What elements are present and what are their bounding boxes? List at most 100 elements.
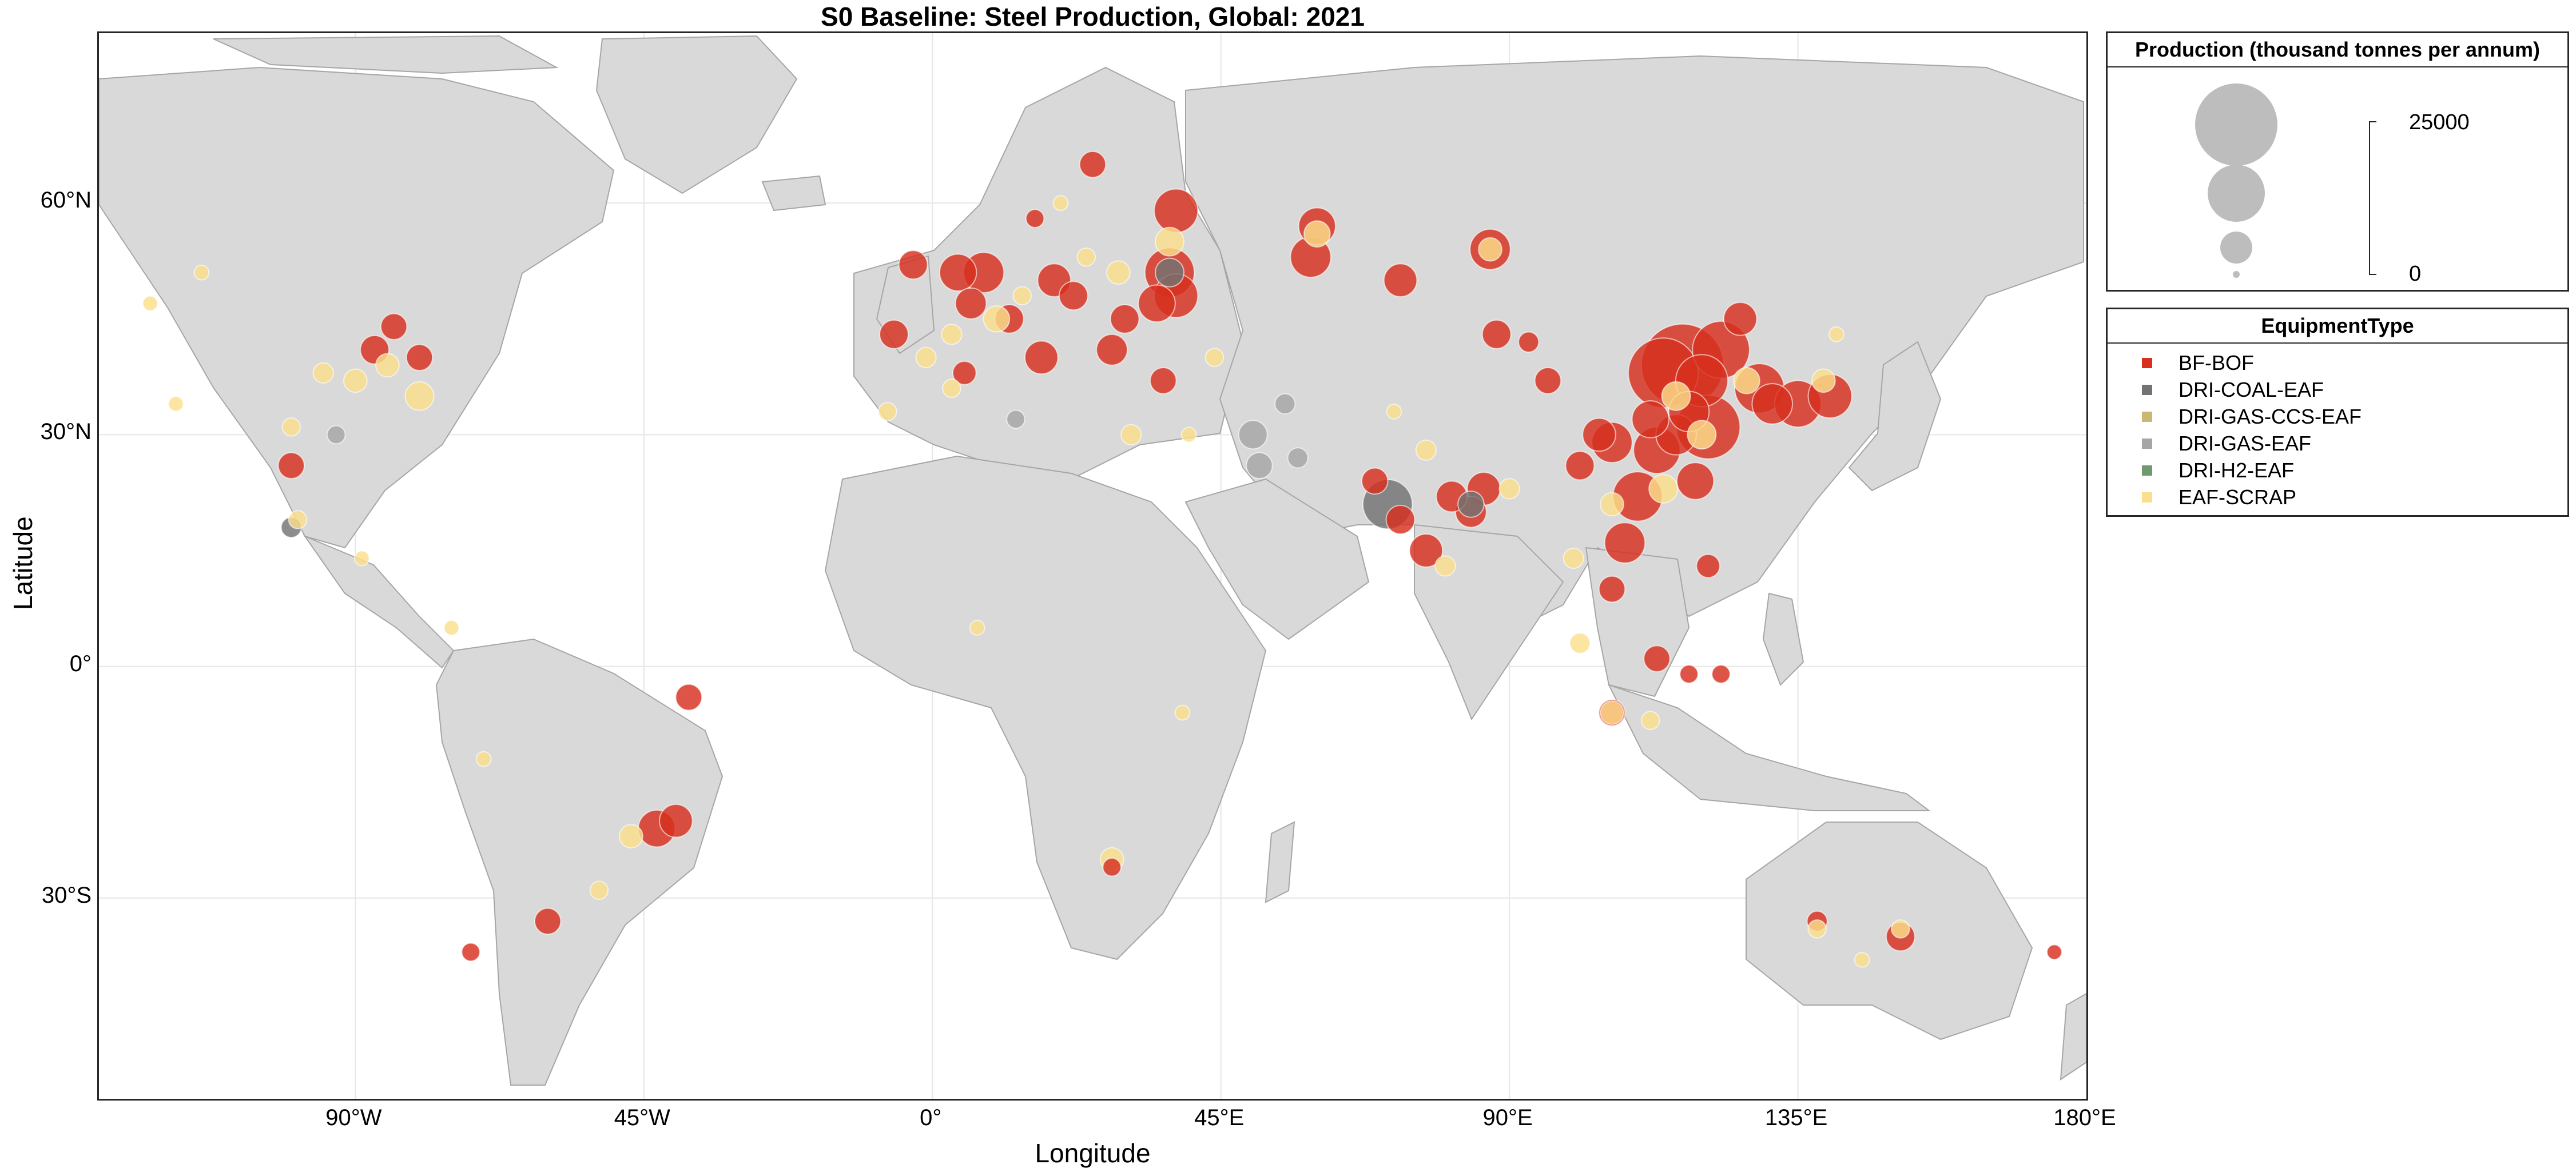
plant-bubble-bf-bof[interactable] bbox=[1025, 209, 1045, 228]
plant-bubble-dri-gas-eaf[interactable] bbox=[1238, 420, 1268, 450]
plant-bubble-bf-bof[interactable] bbox=[277, 452, 305, 480]
plant-bubble-bf-bof[interactable] bbox=[1150, 367, 1177, 394]
plant-bubble-bf-bof[interactable] bbox=[1598, 575, 1626, 603]
plant-bubble-eaf-scrap[interactable] bbox=[1180, 426, 1197, 443]
plant-bubble-bf-bof[interactable] bbox=[1643, 645, 1671, 672]
plant-bubble-eaf-scrap[interactable] bbox=[1569, 632, 1591, 654]
world-map[interactable] bbox=[99, 33, 2086, 1099]
plant-bubble-eaf-scrap[interactable] bbox=[1434, 555, 1456, 577]
plant-bubble-eaf-scrap[interactable] bbox=[1687, 420, 1717, 450]
plant-bubble-dri-gas-eaf[interactable] bbox=[1287, 447, 1309, 469]
plant-bubble-bf-bof[interactable] bbox=[955, 287, 987, 320]
plant-bubble-bf-bof[interactable] bbox=[1518, 331, 1540, 353]
plant-bubble-bf-bof[interactable] bbox=[1565, 451, 1595, 481]
plant-bubble-eaf-scrap[interactable] bbox=[878, 402, 897, 421]
legend-item-bf-bof[interactable]: BF-BOF bbox=[2108, 349, 2567, 376]
legend-item-dri-gas-eaf[interactable]: DRI-GAS-EAF bbox=[2108, 430, 2567, 457]
plant-bubble-bf-bof[interactable] bbox=[879, 319, 909, 349]
plant-bubble-dri-coal-eaf[interactable] bbox=[1457, 491, 1485, 518]
plant-bubble-eaf-scrap[interactable] bbox=[1498, 478, 1520, 500]
plant-bubble-bf-bof[interactable] bbox=[1361, 467, 1389, 495]
plant-bubble-bf-bof[interactable] bbox=[406, 344, 434, 372]
plant-bubble-eaf-scrap[interactable] bbox=[1640, 711, 1660, 730]
plant-bubble-eaf-scrap[interactable] bbox=[312, 362, 334, 384]
plant-bubble-bf-bof[interactable] bbox=[1383, 263, 1418, 298]
plant-bubble-eaf-scrap[interactable] bbox=[1303, 220, 1331, 248]
plant-bubble-bf-bof[interactable] bbox=[659, 803, 693, 838]
legend-item-eaf-scrap[interactable]: EAF-SCRAP bbox=[2108, 484, 2567, 511]
plant-bubble-bf-bof[interactable] bbox=[1481, 319, 1512, 349]
plant-bubble-bf-bof[interactable] bbox=[1024, 340, 1059, 375]
plant-bubble-dri-gas-eaf[interactable] bbox=[326, 425, 346, 445]
plant-bubble-bf-bof[interactable] bbox=[1711, 664, 1731, 684]
plant-bubble-eaf-scrap[interactable] bbox=[168, 396, 184, 412]
plant-bubble-bf-bof[interactable] bbox=[1154, 188, 1199, 233]
plant-bubble-eaf-scrap[interactable] bbox=[1563, 547, 1584, 569]
plant-bubble-eaf-scrap[interactable] bbox=[1648, 473, 1679, 504]
plant-bubble-eaf-scrap[interactable] bbox=[1155, 226, 1184, 257]
map-plot-area[interactable] bbox=[97, 31, 2088, 1101]
plant-bubble-dri-coal-eaf[interactable] bbox=[1155, 257, 1184, 288]
plant-bubble-eaf-scrap[interactable] bbox=[1076, 247, 1096, 267]
plant-bubble-eaf-scrap[interactable] bbox=[475, 751, 492, 767]
plant-bubble-eaf-scrap[interactable] bbox=[1012, 286, 1032, 306]
plant-bubble-eaf-scrap[interactable] bbox=[589, 880, 609, 900]
plant-bubble-dri-gas-eaf[interactable] bbox=[1274, 393, 1296, 414]
plant-bubble-eaf-scrap[interactable] bbox=[375, 353, 400, 378]
plant-bubble-eaf-scrap[interactable] bbox=[983, 305, 1011, 333]
plant-bubble-bf-bof[interactable] bbox=[1696, 553, 1720, 579]
plant-bubble-eaf-scrap[interactable] bbox=[1386, 403, 1402, 420]
plant-bubble-eaf-scrap[interactable] bbox=[1661, 381, 1691, 411]
plant-bubble-bf-bof[interactable] bbox=[1582, 417, 1616, 452]
plant-bubble-eaf-scrap[interactable] bbox=[443, 620, 460, 636]
plant-bubble-eaf-scrap[interactable] bbox=[1415, 439, 1437, 461]
plant-bubble-eaf-scrap[interactable] bbox=[1174, 704, 1191, 721]
plant-bubble-eaf-scrap[interactable] bbox=[1478, 237, 1502, 262]
plant-bubble-bf-bof[interactable] bbox=[1604, 522, 1646, 564]
plant-bubble-eaf-scrap[interactable] bbox=[1052, 195, 1069, 212]
plant-bubble-dri-gas-eaf[interactable] bbox=[1246, 452, 1273, 480]
plant-bubble-bf-bof[interactable] bbox=[952, 360, 977, 385]
plant-bubble-bf-bof[interactable] bbox=[1751, 383, 1793, 425]
plant-bubble-bf-bof[interactable] bbox=[1079, 150, 1107, 178]
plant-bubble-eaf-scrap[interactable] bbox=[969, 620, 985, 636]
plant-bubble-eaf-scrap[interactable] bbox=[1106, 260, 1131, 285]
plant-bubble-eaf-scrap[interactable] bbox=[1854, 951, 1870, 968]
plant-bubble-eaf-scrap[interactable] bbox=[281, 417, 301, 437]
plant-bubble-bf-bof[interactable] bbox=[675, 683, 703, 711]
plant-bubble-bf-bof[interactable] bbox=[1409, 533, 1444, 568]
plant-bubble-eaf-scrap[interactable] bbox=[941, 324, 963, 345]
plant-bubble-bf-bof[interactable] bbox=[1679, 664, 1699, 684]
plant-bubble-bf-bof[interactable] bbox=[1385, 505, 1416, 535]
plant-bubble-bf-bof[interactable] bbox=[380, 313, 408, 341]
legend-item-dri-coal-eaf[interactable]: DRI-COAL-EAF bbox=[2108, 376, 2567, 403]
plant-bubble-bf-bof[interactable] bbox=[1534, 367, 1562, 394]
plant-bubble-eaf-scrap[interactable] bbox=[343, 368, 368, 393]
plant-bubble-bf-bof[interactable] bbox=[1723, 301, 1758, 336]
plant-bubble-eaf-scrap[interactable] bbox=[1204, 348, 1225, 368]
plant-bubble-eaf-scrap[interactable] bbox=[404, 381, 435, 411]
legend-item-dri-gas-ccs-eaf[interactable]: DRI-GAS-CCS-EAF bbox=[2108, 403, 2567, 430]
plant-bubble-dri-gas-eaf[interactable] bbox=[1006, 409, 1025, 429]
plant-bubble-eaf-scrap[interactable] bbox=[1811, 368, 1836, 393]
plant-bubble-bf-bof[interactable] bbox=[1058, 281, 1088, 311]
plant-bubble-eaf-scrap[interactable] bbox=[193, 264, 210, 281]
plant-bubble-eaf-scrap[interactable] bbox=[1828, 326, 1844, 342]
plant-bubble-bf-bof[interactable] bbox=[1110, 304, 1140, 334]
plant-bubble-bf-bof[interactable] bbox=[939, 253, 977, 292]
plant-bubble-bf-bof[interactable] bbox=[1138, 284, 1176, 322]
plant-bubble-eaf-scrap[interactable] bbox=[915, 346, 937, 368]
plant-bubble-eaf-scrap[interactable] bbox=[1807, 919, 1827, 939]
plant-bubble-eaf-scrap[interactable] bbox=[288, 510, 308, 529]
plant-bubble-eaf-scrap[interactable] bbox=[942, 378, 961, 398]
plant-bubble-bf-bof[interactable] bbox=[1631, 400, 1669, 438]
plant-bubble-bf-bof[interactable] bbox=[1676, 462, 1715, 500]
plant-bubble-bf-bof[interactable] bbox=[461, 942, 480, 962]
legend-item-dri-h2-eaf[interactable]: DRI-H2-EAF bbox=[2108, 457, 2567, 484]
plant-bubble-eaf-scrap[interactable] bbox=[142, 295, 158, 312]
plant-bubble-eaf-scrap[interactable] bbox=[1733, 367, 1760, 394]
plant-bubble-bf-bof[interactable] bbox=[898, 250, 928, 280]
plant-bubble-bf-bof[interactable] bbox=[534, 907, 562, 935]
plant-bubble-eaf-scrap[interactable] bbox=[353, 550, 370, 567]
plant-bubble-bf-bof[interactable] bbox=[2046, 944, 2062, 960]
